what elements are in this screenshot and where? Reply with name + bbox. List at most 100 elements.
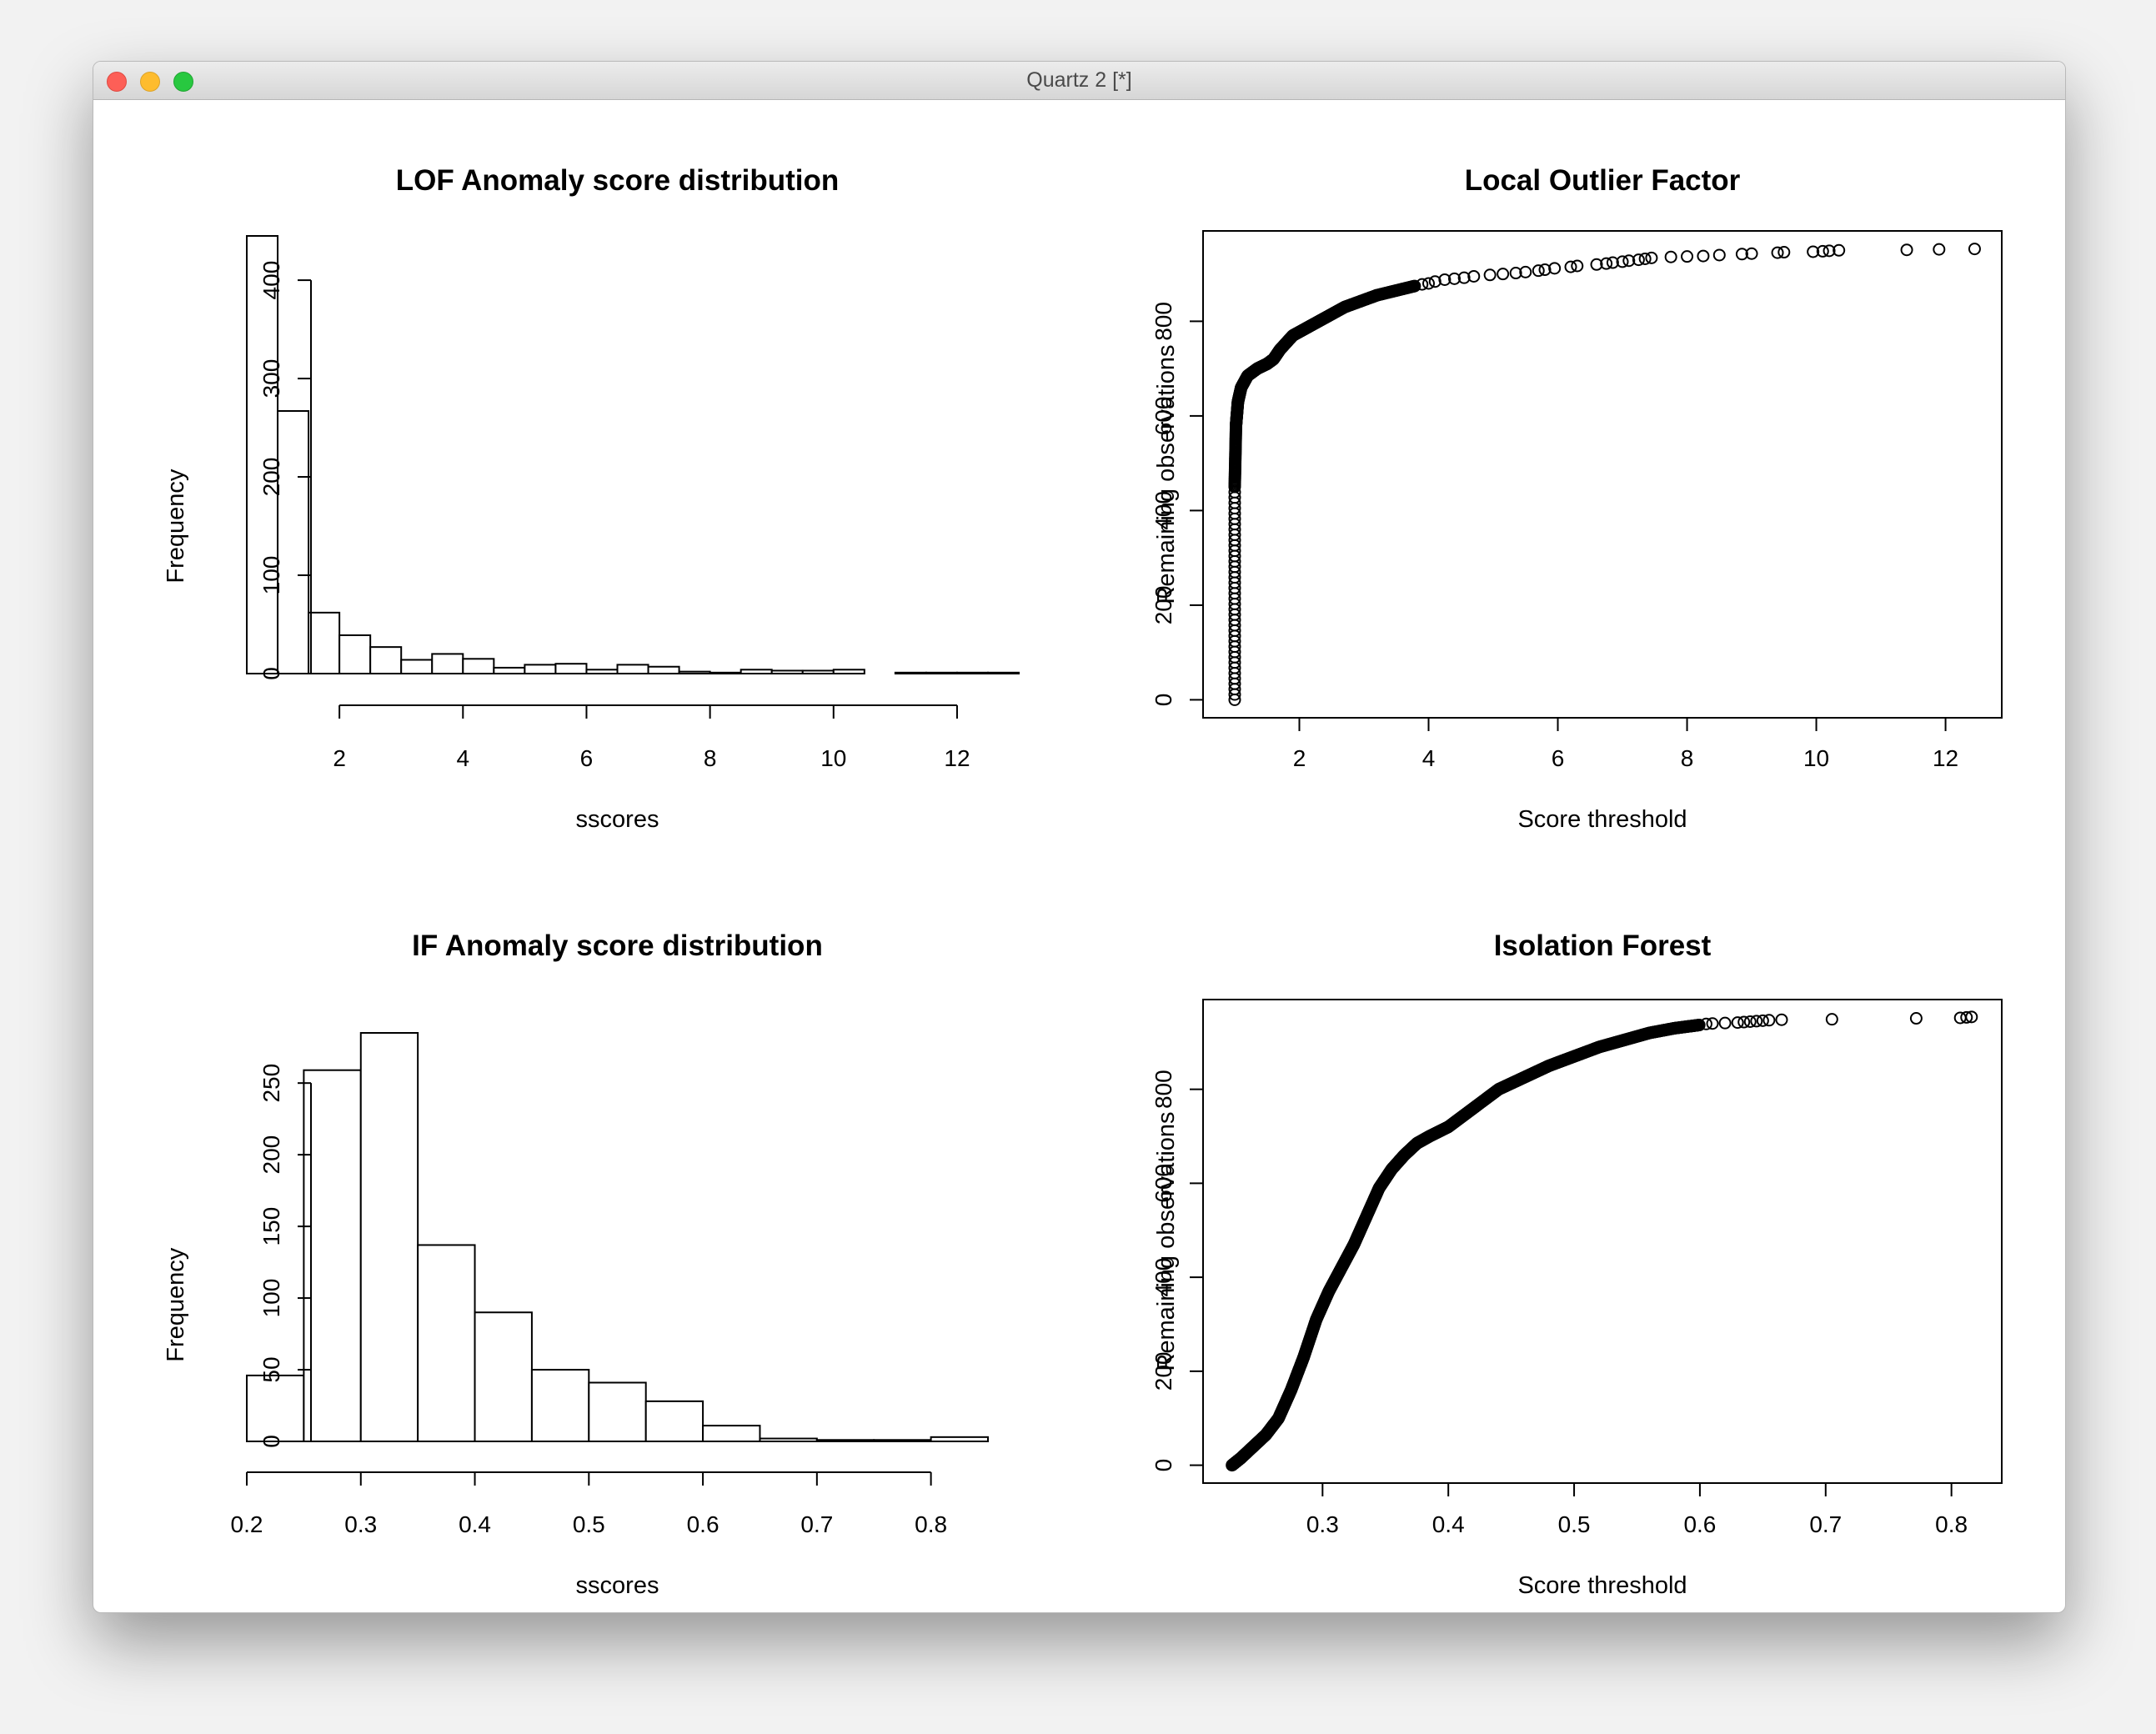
y-tick-label: 300 bbox=[258, 359, 284, 398]
histogram-bar bbox=[303, 1069, 362, 1443]
y-tick-label: 100 bbox=[258, 1279, 284, 1318]
plot-area: LOF Anomaly score distribution sscores Fre… bbox=[93, 100, 2065, 1612]
y-tick-label: 600 bbox=[1151, 397, 1176, 436]
data-point bbox=[1645, 251, 1658, 264]
x-tick-label: 6 bbox=[1552, 745, 1565, 771]
data-point bbox=[1697, 249, 1710, 263]
chart-panel-1: LOF Anomaly score distribution sscores Fre… bbox=[163, 164, 1020, 833]
data-point bbox=[1416, 278, 1429, 291]
data-point bbox=[1706, 1017, 1719, 1030]
x-tick-label: 4 bbox=[1422, 745, 1436, 771]
title-bar: Quartz 2 [*] bbox=[93, 62, 2065, 100]
y-tick-label: 400 bbox=[258, 261, 284, 300]
data-point bbox=[1519, 265, 1532, 278]
data-point bbox=[1438, 273, 1452, 286]
data-point bbox=[1756, 1014, 1769, 1027]
histogram-bar bbox=[530, 1369, 590, 1442]
data-point bbox=[1538, 263, 1552, 277]
data-point bbox=[1775, 1013, 1788, 1026]
data-point bbox=[1497, 268, 1510, 281]
minimize-button[interactable] bbox=[140, 72, 160, 92]
close-button[interactable] bbox=[107, 72, 127, 92]
y-tick-label: 200 bbox=[1151, 1351, 1176, 1391]
x-tick-label: 12 bbox=[1933, 745, 1958, 771]
histogram-bar bbox=[770, 669, 804, 675]
x-tick-label: 0.8 bbox=[1935, 1511, 1968, 1537]
y-axis-label: Remaining observations bbox=[1153, 344, 1180, 604]
data-point bbox=[1712, 248, 1726, 262]
data-point bbox=[1408, 279, 1421, 293]
x-tick-label: 8 bbox=[704, 745, 717, 771]
histogram-bar bbox=[616, 664, 649, 674]
y-tick-label: 400 bbox=[1151, 1258, 1176, 1297]
histogram-bar bbox=[588, 1381, 647, 1443]
y-tick-label: 200 bbox=[1151, 586, 1176, 625]
chart-title: Local Outlier Factor bbox=[1465, 164, 1741, 197]
y-axis-label: Frequency bbox=[163, 1247, 189, 1362]
histogram-bar bbox=[702, 1425, 761, 1443]
x-tick-label: 10 bbox=[1803, 745, 1829, 771]
x-tick-label: 0.2 bbox=[231, 1511, 263, 1537]
x-tick-label: 0.7 bbox=[800, 1511, 833, 1537]
data-point bbox=[1600, 257, 1613, 270]
plots-canvas: LOF Anomaly score distribution sscores Fre… bbox=[163, 164, 2003, 1599]
y-tick-label: 250 bbox=[258, 1064, 284, 1103]
x-tick-label: 0.4 bbox=[1432, 1511, 1465, 1537]
data-point bbox=[1933, 243, 1946, 256]
zoom-button[interactable] bbox=[173, 72, 193, 92]
chart-panel-3: IF Anomaly score distribution sscores Freq… bbox=[163, 930, 989, 1599]
histogram-bar bbox=[493, 666, 526, 674]
histogram-bar bbox=[930, 1436, 989, 1443]
data-point bbox=[1532, 264, 1545, 278]
y-tick-label: 0 bbox=[1151, 694, 1176, 707]
data-point bbox=[1833, 243, 1846, 257]
histogram-bar bbox=[873, 1439, 932, 1443]
x-tick-label: 12 bbox=[944, 745, 970, 771]
x-tick-label: 8 bbox=[1681, 745, 1694, 771]
plot-box bbox=[1202, 999, 2003, 1484]
data-point bbox=[1965, 1010, 1978, 1024]
x-tick-label: 0.6 bbox=[1683, 1511, 1716, 1537]
histogram-bar bbox=[987, 671, 1020, 675]
histogram-bar bbox=[801, 669, 835, 675]
data-point bbox=[1564, 260, 1577, 273]
histogram-bar bbox=[585, 669, 619, 674]
window-title: Quartz 2 [*] bbox=[1026, 68, 1132, 92]
histogram-bar bbox=[644, 1400, 704, 1442]
histogram-bar bbox=[678, 670, 711, 674]
y-axis-label: Remaining observations bbox=[1153, 1111, 1180, 1371]
data-point bbox=[1692, 1019, 1706, 1032]
histogram-bar bbox=[359, 1032, 419, 1442]
histogram-bar bbox=[709, 671, 742, 675]
data-point bbox=[1735, 248, 1748, 261]
data-point bbox=[1743, 1015, 1757, 1028]
y-tick-label: 0 bbox=[1151, 1459, 1176, 1472]
chart-title: IF Anomaly score distribution bbox=[412, 930, 823, 962]
histogram-bar bbox=[955, 671, 990, 675]
chart-panel-2: Local Outlier Factor Score threshold Remai… bbox=[1151, 164, 2003, 833]
data-point bbox=[1825, 1013, 1838, 1026]
data-point bbox=[1571, 259, 1584, 273]
data-point bbox=[1457, 271, 1471, 284]
data-point bbox=[1750, 1015, 1763, 1028]
data-point bbox=[1823, 244, 1836, 258]
data-point bbox=[1509, 267, 1522, 280]
histogram-bar bbox=[554, 663, 588, 675]
y-tick-label: 200 bbox=[258, 1135, 284, 1175]
chart-title: Isolation Forest bbox=[1494, 930, 1712, 962]
y-tick-label: 400 bbox=[1151, 491, 1176, 530]
x-axis-label: sscores bbox=[576, 1572, 659, 1599]
histogram-bar bbox=[740, 669, 773, 674]
data-point bbox=[1900, 243, 1913, 257]
histogram-bar bbox=[417, 1244, 476, 1443]
data-point bbox=[1816, 244, 1829, 258]
data-point bbox=[1548, 262, 1562, 275]
y-tick-label: 800 bbox=[1151, 1070, 1176, 1109]
histogram-bar bbox=[338, 634, 372, 675]
y-tick-label: 600 bbox=[1151, 1164, 1176, 1203]
data-point bbox=[1745, 247, 1758, 260]
histogram-bar bbox=[277, 410, 310, 674]
histogram-bar bbox=[400, 659, 434, 675]
x-tick-label: 6 bbox=[580, 745, 594, 771]
x-tick-label: 0.5 bbox=[573, 1511, 605, 1537]
